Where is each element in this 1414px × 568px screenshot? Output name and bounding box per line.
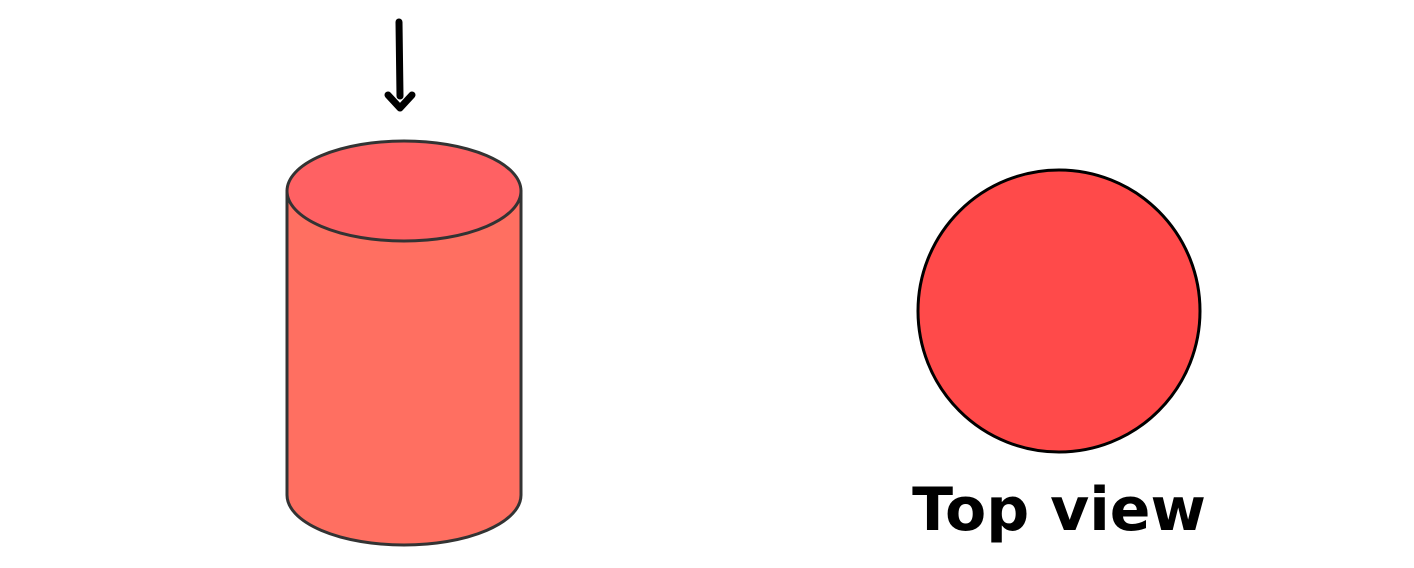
top-view-circle <box>916 168 1202 454</box>
top-view-label: Top view <box>912 475 1206 545</box>
cylinder-body <box>285 189 523 547</box>
cylinder-shape <box>285 139 523 547</box>
arrow-head <box>384 91 416 112</box>
down-arrow-icon <box>384 18 416 112</box>
arrow-shaft <box>395 18 404 100</box>
cylinder-top <box>285 139 523 243</box>
